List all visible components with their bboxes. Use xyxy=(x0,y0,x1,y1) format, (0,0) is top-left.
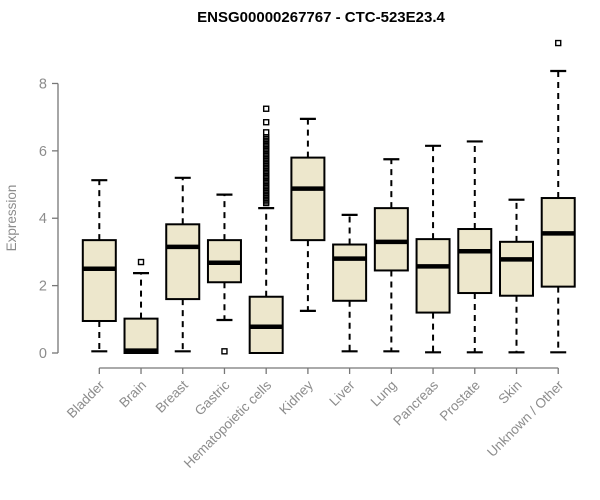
boxplot-lung xyxy=(373,158,409,353)
y-axis-tick-label: 8 xyxy=(39,76,47,92)
y-axis-tick-label: 2 xyxy=(39,279,47,295)
x-axis-label-brain: Brain xyxy=(116,378,149,411)
boxplot-breast xyxy=(165,176,201,353)
outlier-point xyxy=(262,191,270,198)
outlier-point xyxy=(262,164,270,171)
iqr-box xyxy=(81,239,117,322)
boxplot-pancreas xyxy=(415,144,451,354)
outlier-point xyxy=(262,172,270,180)
outlier-point xyxy=(137,258,145,266)
boxplot-unknown-other xyxy=(540,39,576,354)
outlier-point xyxy=(262,177,270,185)
outlier-point xyxy=(262,167,270,175)
chart-title: ENSG00000267767 - CTC-523E23.4 xyxy=(197,9,445,26)
boxplot-kidney xyxy=(290,117,326,312)
x-axis-label-breast: Breast xyxy=(153,377,191,415)
iqr-box xyxy=(415,238,451,314)
x-axis-label-prostate: Prostate xyxy=(437,378,483,424)
x-axis-label-skin: Skin xyxy=(495,378,524,407)
outlier-point xyxy=(262,159,270,166)
outlier-point xyxy=(262,144,270,151)
iqr-box xyxy=(540,197,576,288)
outlier-point xyxy=(262,145,270,153)
boxplot-brain xyxy=(123,258,159,354)
x-axis-label-gastric: Gastric xyxy=(192,377,233,418)
outlier-point xyxy=(262,134,270,141)
iqr-box xyxy=(123,317,159,354)
boxplot-gastric xyxy=(206,193,242,355)
iqr-box xyxy=(290,156,326,242)
outlier-point xyxy=(262,179,270,187)
outlier-point xyxy=(262,139,270,146)
outlier-point xyxy=(262,174,270,182)
outlier-point xyxy=(262,119,270,126)
iqr-box xyxy=(499,240,534,297)
outlier-point xyxy=(262,171,270,178)
iqr-box xyxy=(165,223,201,301)
outlier-point xyxy=(221,348,228,355)
x-axis-label-unknown-other: Unknown / Other xyxy=(484,377,567,460)
boxplot-prostate xyxy=(457,140,493,354)
outlier-point xyxy=(262,137,270,144)
outlier-point xyxy=(262,166,270,173)
outlier-point xyxy=(262,183,270,190)
x-axis-label-lung: Lung xyxy=(368,378,400,410)
iqr-box xyxy=(332,243,368,302)
outlier-point xyxy=(262,169,270,176)
outlier-point xyxy=(262,176,270,183)
outlier-point xyxy=(262,162,270,170)
outlier-point xyxy=(555,39,562,47)
y-axis-tick-label: 4 xyxy=(39,211,47,227)
outlier-point xyxy=(262,161,270,168)
outlier-point xyxy=(262,140,270,148)
x-axis-label-bladder: Bladder xyxy=(64,377,108,421)
outlier-point xyxy=(262,149,270,156)
boxplot-skin xyxy=(499,198,534,354)
outlier-point xyxy=(262,156,270,163)
boxplot-bladder xyxy=(81,179,117,353)
outlier-point xyxy=(262,198,270,205)
outlier-point xyxy=(262,154,270,161)
outlier-point xyxy=(262,157,270,165)
outlier-point xyxy=(262,151,270,158)
boxplot-hematopoietic-cells xyxy=(248,105,284,354)
x-axis-label-kidney: Kidney xyxy=(276,377,316,417)
outlier-point xyxy=(262,147,270,155)
x-axis-label-liver: Liver xyxy=(326,377,358,409)
outlier-point xyxy=(262,193,270,200)
outlier-point xyxy=(262,189,270,197)
iqr-box xyxy=(373,207,409,272)
outlier-point xyxy=(262,199,270,207)
y-axis-tick-label: 0 xyxy=(39,346,47,362)
outlier-point xyxy=(262,135,270,143)
outlier-point xyxy=(262,186,270,193)
outlier-point xyxy=(262,181,270,188)
outlier-point xyxy=(262,142,270,150)
boxplot-liver xyxy=(332,213,368,353)
x-axis-label-pancreas: Pancreas xyxy=(390,377,441,428)
outlier-point xyxy=(262,184,270,192)
outlier-point xyxy=(262,105,270,112)
iqr-box xyxy=(457,228,493,295)
outlier-point xyxy=(262,188,270,195)
outlier-point xyxy=(262,129,270,136)
outlier-point xyxy=(262,196,270,203)
y-axis-tick-label: 6 xyxy=(39,144,47,160)
y-axis-title: Expression xyxy=(4,185,19,252)
outlier-point xyxy=(262,194,270,202)
outlier-point xyxy=(262,152,270,160)
